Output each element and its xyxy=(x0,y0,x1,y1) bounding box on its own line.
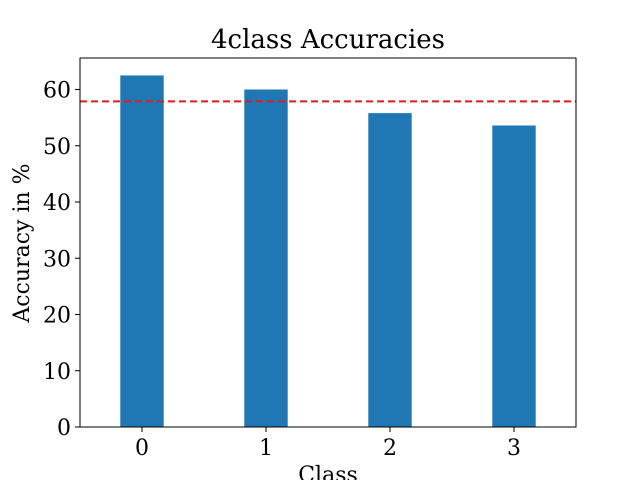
x-tick-label: 0 xyxy=(135,436,149,461)
y-tick-label: 20 xyxy=(43,304,71,329)
plot-frame xyxy=(79,57,577,428)
x-tick-label: 1 xyxy=(259,436,273,461)
y-tick-label: 10 xyxy=(43,360,71,385)
plot-area: 0 10 20 30 40 50 60 0 1 2 3 xyxy=(43,57,577,461)
x-axis-label: Class xyxy=(298,463,358,480)
y-axis-label: Accuracy in % xyxy=(10,163,35,323)
bar-class-3 xyxy=(492,125,536,427)
x-tick-label: 3 xyxy=(507,436,521,461)
y-tick-label: 40 xyxy=(43,191,71,216)
bar-class-1 xyxy=(244,89,288,427)
bar-class-0 xyxy=(120,75,164,427)
y-tick-label: 30 xyxy=(43,247,71,272)
y-tick-label: 50 xyxy=(43,135,71,160)
x-tick-label: 2 xyxy=(383,436,397,461)
y-tick-label: 60 xyxy=(43,79,71,104)
chart-title: 4class Accuracies xyxy=(211,25,445,55)
y-tick-label: 0 xyxy=(57,416,71,441)
bar-class-2 xyxy=(368,113,412,427)
